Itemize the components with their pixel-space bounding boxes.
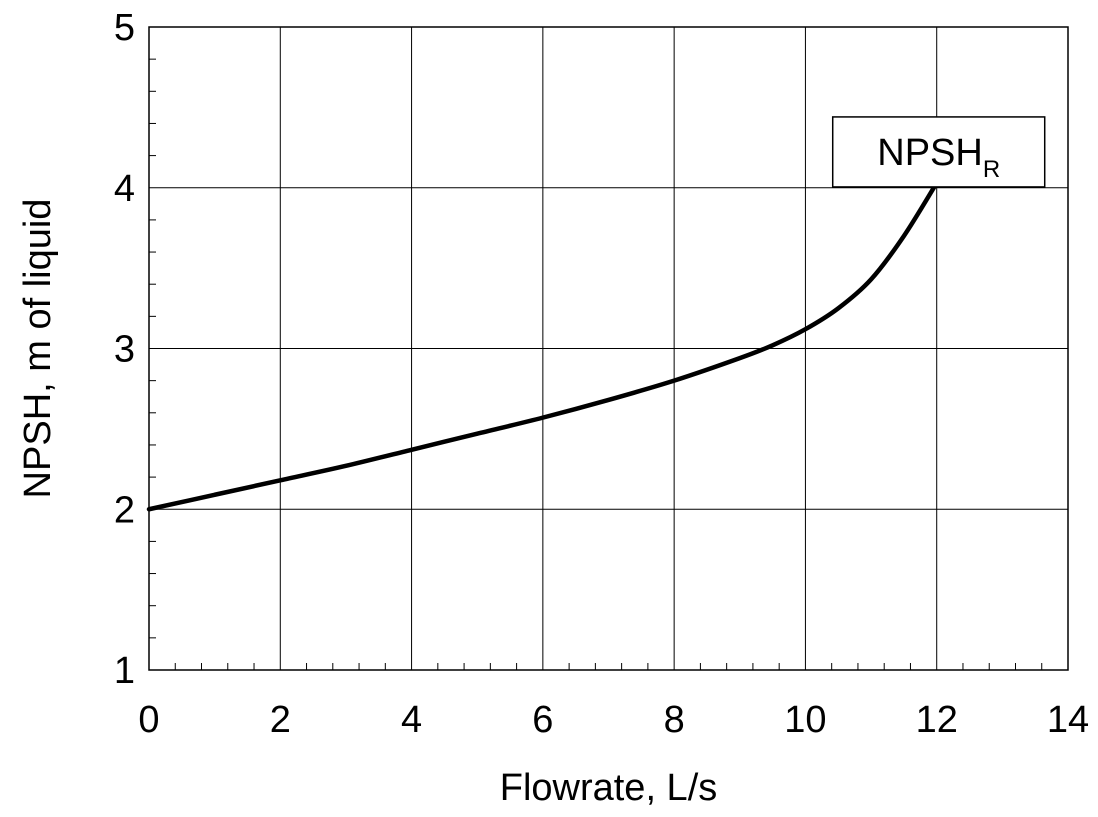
x-tick-label: 14 [1047, 699, 1089, 741]
curve-label-box [831, 116, 1046, 188]
minor-ticks [149, 58, 1043, 670]
x-tick-label: 8 [664, 699, 685, 741]
y-tick-label: 4 [114, 168, 135, 210]
x-tick-label: 4 [401, 699, 422, 741]
y-tick-label: 5 [114, 7, 135, 49]
x-axis-title: Flowrate, L/s [500, 767, 718, 809]
y-tick-label: 3 [114, 329, 135, 371]
y-tick-label: 1 [114, 650, 135, 692]
x-tick-label: 12 [916, 699, 958, 741]
npshr-curve-label: NPSHR [831, 116, 1046, 188]
y-tick-label: 2 [114, 489, 135, 531]
x-tick-label: 2 [270, 699, 291, 741]
y-axis-title: NPSH, m of liquid [17, 199, 59, 499]
curve-label-subscript: R [983, 156, 1000, 183]
npshr-curve [146, 180, 939, 512]
curve-label-main: NPSH [877, 132, 983, 174]
series-layer [146, 180, 939, 512]
curve-label-text: NPSHR [877, 132, 1000, 183]
x-tick-label: 6 [532, 699, 553, 741]
plot-frame [148, 26, 1069, 671]
x-tick-label: 10 [784, 699, 826, 741]
y-tick-labels: 1 2 3 4 5 [114, 7, 135, 692]
x-tick-label: 0 [138, 699, 159, 741]
x-tick-labels: 0 2 4 6 8 10 12 14 [138, 699, 1089, 741]
